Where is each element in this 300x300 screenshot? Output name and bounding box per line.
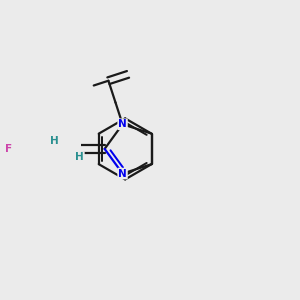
Text: N: N [118, 119, 127, 129]
Text: N: N [118, 169, 127, 178]
Text: H: H [50, 136, 59, 146]
Text: H: H [75, 152, 84, 162]
Text: F: F [5, 144, 12, 154]
